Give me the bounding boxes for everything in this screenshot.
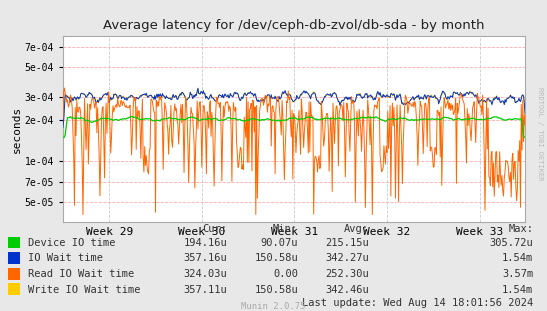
Text: 252.30u: 252.30u xyxy=(325,269,369,279)
Text: Munin 2.0.75: Munin 2.0.75 xyxy=(241,302,306,311)
Text: IO Wait time: IO Wait time xyxy=(28,253,103,263)
Text: Cur:: Cur: xyxy=(202,224,227,234)
Text: 357.16u: 357.16u xyxy=(183,253,227,263)
Text: 150.58u: 150.58u xyxy=(254,285,298,295)
Text: RRDTOOL / TOBI OETIKER: RRDTOOL / TOBI OETIKER xyxy=(537,87,543,181)
Text: 342.27u: 342.27u xyxy=(325,253,369,263)
Text: Write IO Wait time: Write IO Wait time xyxy=(28,285,141,295)
Text: Min:: Min: xyxy=(273,224,298,234)
Text: Avg:: Avg: xyxy=(344,224,369,234)
Text: 3.57m: 3.57m xyxy=(502,269,533,279)
Title: Average latency for /dev/ceph-db-zvol/db-sda - by month: Average latency for /dev/ceph-db-zvol/db… xyxy=(103,19,485,32)
Text: 0.00: 0.00 xyxy=(273,269,298,279)
Text: 215.15u: 215.15u xyxy=(325,238,369,248)
Text: Last update: Wed Aug 14 18:01:56 2024: Last update: Wed Aug 14 18:01:56 2024 xyxy=(302,298,533,308)
Text: 1.54m: 1.54m xyxy=(502,253,533,263)
Text: 342.46u: 342.46u xyxy=(325,285,369,295)
Text: Read IO Wait time: Read IO Wait time xyxy=(28,269,135,279)
Text: 1.54m: 1.54m xyxy=(502,285,533,295)
Text: Max:: Max: xyxy=(508,224,533,234)
Text: 90.07u: 90.07u xyxy=(260,238,298,248)
Text: 357.11u: 357.11u xyxy=(183,285,227,295)
Text: Device IO time: Device IO time xyxy=(28,238,116,248)
Text: 150.58u: 150.58u xyxy=(254,253,298,263)
Text: 324.03u: 324.03u xyxy=(183,269,227,279)
Text: 305.72u: 305.72u xyxy=(490,238,533,248)
Y-axis label: seconds: seconds xyxy=(11,105,22,153)
Text: 194.16u: 194.16u xyxy=(183,238,227,248)
